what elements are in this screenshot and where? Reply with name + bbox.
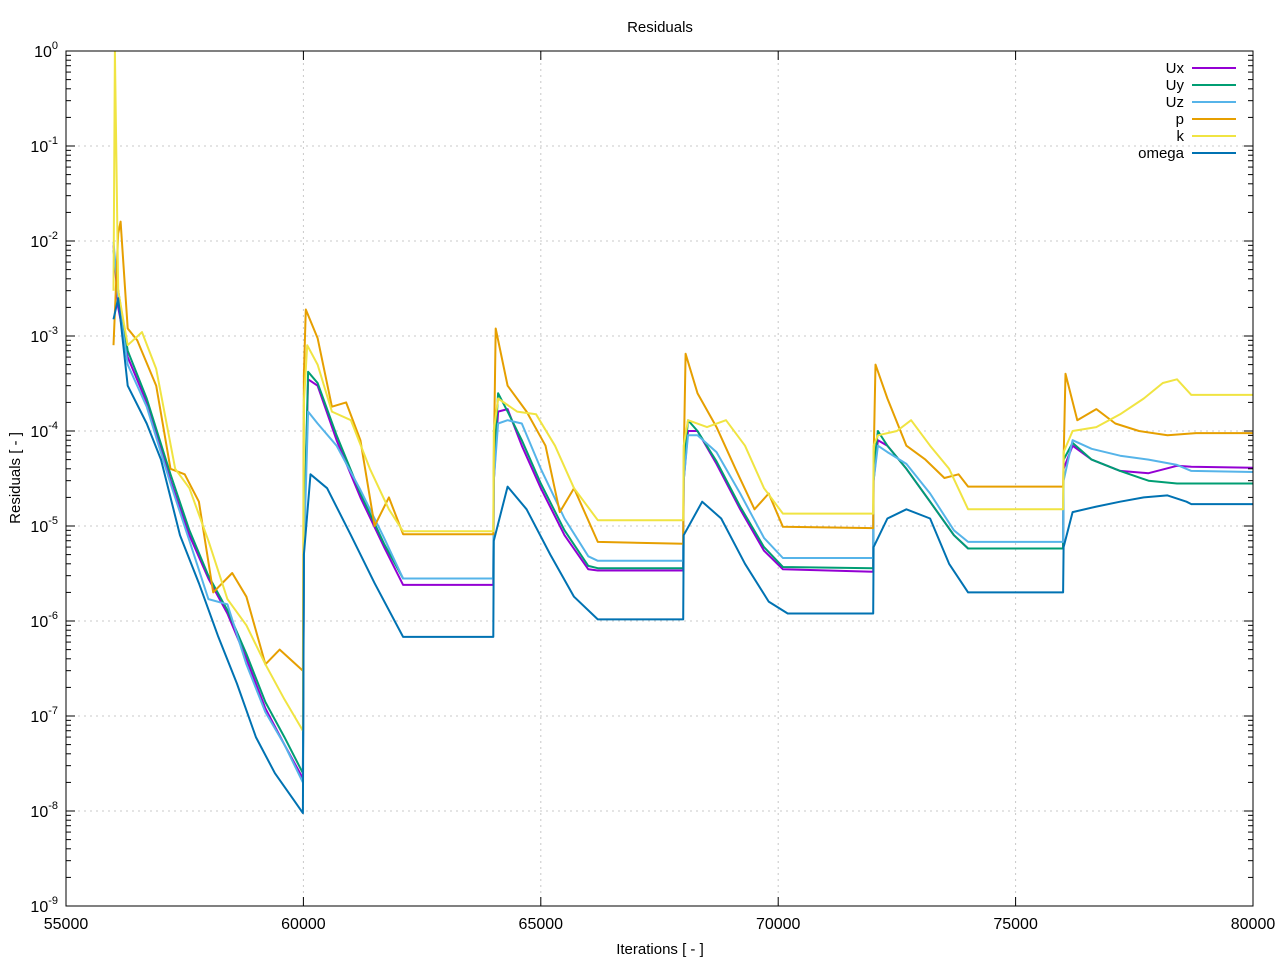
y-tick-label: 10-6 bbox=[30, 610, 58, 631]
y-tick-base: 10 bbox=[30, 139, 48, 156]
y-tick-exponent: -5 bbox=[48, 515, 58, 527]
y-tick-label: 10-5 bbox=[30, 515, 58, 536]
legend-label: Uy bbox=[1166, 77, 1185, 94]
y-tick-exponent: -2 bbox=[48, 230, 58, 242]
y-tick-exponent: -7 bbox=[48, 705, 58, 717]
y-tick-label: 10-7 bbox=[30, 705, 58, 726]
series-line-Uy bbox=[112, 250, 1253, 775]
y-tick-label: 10-9 bbox=[30, 895, 58, 916]
y-tick-exponent: -8 bbox=[48, 800, 58, 812]
y-tick-exponent: -6 bbox=[48, 610, 58, 622]
y-tick-base: 10 bbox=[30, 519, 48, 536]
y-tick-label: 10-8 bbox=[30, 800, 58, 821]
series-line-Uz bbox=[112, 241, 1253, 784]
legend-label: k bbox=[1177, 128, 1185, 145]
plot-frame bbox=[65, 50, 1254, 907]
legend-label: Ux bbox=[1166, 60, 1185, 77]
y-tick-exponent: -9 bbox=[48, 895, 58, 907]
x-tick-label: 65000 bbox=[519, 916, 564, 933]
y-tick-base: 10 bbox=[30, 804, 48, 821]
x-tick-label: 70000 bbox=[756, 916, 801, 933]
y-tick-base: 10 bbox=[34, 44, 52, 61]
ticks bbox=[65, 50, 1254, 907]
chart-title: Residuals bbox=[627, 19, 693, 36]
series-line-k bbox=[112, 51, 1253, 732]
x-axis-label: Iterations [ - ] bbox=[616, 941, 704, 958]
series-line-p bbox=[112, 220, 1253, 672]
x-tick-label: 55000 bbox=[44, 916, 89, 933]
y-tick-exponent: -3 bbox=[48, 325, 58, 337]
y-tick-base: 10 bbox=[30, 424, 48, 441]
y-tick-base: 10 bbox=[30, 709, 48, 726]
legend-label: Uz bbox=[1166, 94, 1184, 111]
y-tick-base: 10 bbox=[30, 614, 48, 631]
x-tick-label: 75000 bbox=[993, 916, 1038, 933]
series-line-omega bbox=[112, 297, 1253, 815]
y-tick-label: 10-2 bbox=[30, 230, 58, 251]
y-tick-base: 10 bbox=[30, 329, 48, 346]
y-tick-exponent: -4 bbox=[48, 420, 58, 432]
y-tick-exponent: 0 bbox=[52, 40, 58, 52]
x-tick-label: 60000 bbox=[281, 916, 326, 933]
y-tick-label: 10-4 bbox=[30, 420, 58, 441]
legend-label: omega bbox=[1138, 145, 1185, 162]
y-tick-base: 10 bbox=[30, 234, 48, 251]
x-tick-labels: 55000 60000 65000 70000 75000 80000 bbox=[44, 916, 1276, 933]
legend-label: p bbox=[1176, 111, 1184, 128]
y-tick-base: 10 bbox=[30, 899, 48, 916]
series-layer bbox=[112, 51, 1253, 815]
x-tick-label: 80000 bbox=[1231, 916, 1276, 933]
y-tick-label: 10-1 bbox=[30, 135, 58, 156]
y-tick-label: 100 bbox=[34, 40, 58, 61]
y-tick-exponent: -1 bbox=[48, 135, 58, 147]
y-axis-label: Residuals [ - ] bbox=[7, 432, 24, 524]
y-tick-label: 10-3 bbox=[30, 325, 58, 346]
